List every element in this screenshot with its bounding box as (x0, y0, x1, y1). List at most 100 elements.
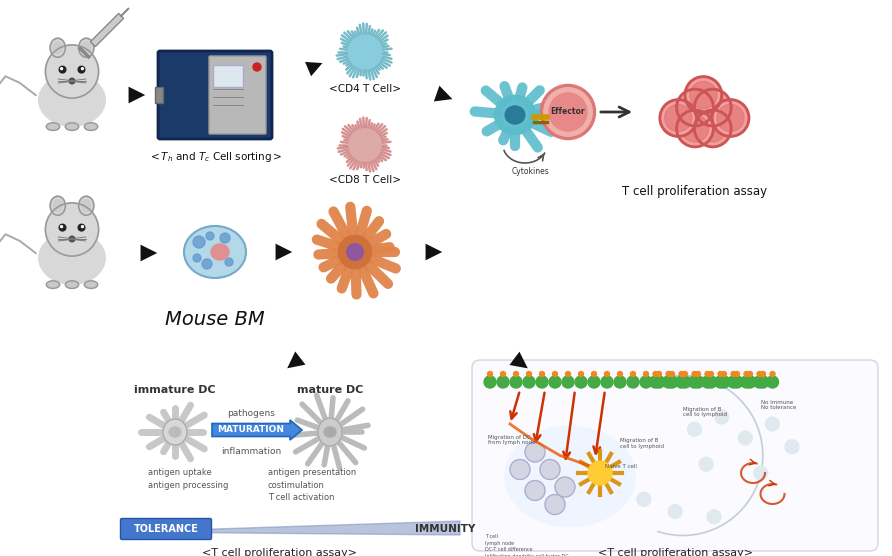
Circle shape (70, 236, 75, 242)
Circle shape (689, 376, 700, 388)
Circle shape (699, 457, 714, 471)
Ellipse shape (53, 200, 62, 212)
Circle shape (555, 477, 575, 497)
Text: antigen uptake
antigen processing: antigen uptake antigen processing (148, 468, 228, 489)
Circle shape (665, 105, 692, 132)
Circle shape (699, 115, 726, 142)
Circle shape (712, 100, 749, 136)
Circle shape (728, 376, 739, 388)
Circle shape (653, 376, 665, 388)
Text: Cytokines: Cytokines (511, 167, 549, 176)
Circle shape (349, 129, 381, 161)
Text: Effector: Effector (550, 107, 585, 117)
Circle shape (660, 100, 697, 136)
Circle shape (59, 224, 66, 231)
Circle shape (668, 504, 682, 519)
Circle shape (679, 376, 691, 388)
Circle shape (61, 226, 62, 227)
Circle shape (731, 371, 736, 376)
Text: Migration of DC
from lymph node: Migration of DC from lymph node (488, 434, 535, 445)
Circle shape (78, 224, 85, 231)
Ellipse shape (50, 38, 65, 57)
Circle shape (549, 93, 587, 131)
Ellipse shape (494, 95, 535, 135)
Ellipse shape (50, 196, 65, 215)
Circle shape (761, 371, 765, 376)
Circle shape (500, 371, 506, 376)
Circle shape (605, 371, 609, 376)
Text: Migration of B
cell to lymphoid: Migration of B cell to lymphoid (621, 438, 665, 449)
Ellipse shape (85, 123, 97, 131)
Circle shape (754, 466, 768, 480)
Circle shape (640, 376, 652, 388)
Text: inflammation: inflammation (221, 448, 281, 456)
Circle shape (541, 86, 595, 138)
Text: T cell proliferation assay: T cell proliferation assay (623, 185, 767, 198)
FancyBboxPatch shape (120, 519, 211, 539)
Text: antigen presentation
costimulation
T cell activation: antigen presentation costimulation T cel… (268, 468, 356, 502)
Ellipse shape (46, 123, 60, 131)
Text: IMMUNITY: IMMUNITY (415, 524, 475, 534)
Circle shape (78, 66, 85, 73)
Circle shape (705, 371, 710, 376)
Ellipse shape (53, 42, 62, 54)
Ellipse shape (81, 42, 91, 54)
Polygon shape (122, 521, 460, 535)
Ellipse shape (38, 232, 105, 284)
Circle shape (497, 376, 509, 388)
Circle shape (81, 226, 83, 227)
Ellipse shape (78, 38, 94, 57)
Ellipse shape (211, 244, 229, 260)
FancyBboxPatch shape (472, 360, 878, 551)
Circle shape (637, 492, 651, 507)
Ellipse shape (81, 200, 91, 212)
Ellipse shape (38, 74, 105, 126)
Circle shape (770, 371, 775, 376)
Text: TOLERANCE: TOLERANCE (134, 524, 198, 534)
Circle shape (744, 371, 749, 376)
Circle shape (484, 376, 496, 388)
FancyBboxPatch shape (158, 51, 272, 139)
Circle shape (692, 376, 704, 388)
Ellipse shape (318, 418, 342, 446)
Circle shape (670, 371, 674, 376)
Circle shape (588, 376, 600, 388)
Circle shape (757, 376, 769, 388)
Circle shape (649, 376, 662, 388)
Circle shape (696, 371, 700, 376)
Circle shape (545, 494, 565, 514)
Circle shape (681, 115, 708, 142)
Circle shape (694, 89, 731, 126)
Circle shape (617, 371, 623, 376)
Circle shape (722, 371, 726, 376)
Circle shape (601, 376, 613, 388)
Circle shape (682, 371, 688, 376)
Ellipse shape (78, 196, 94, 215)
Circle shape (688, 422, 701, 436)
Circle shape (536, 376, 548, 388)
Circle shape (488, 371, 492, 376)
Circle shape (526, 371, 532, 376)
Ellipse shape (324, 427, 336, 437)
Circle shape (59, 66, 66, 73)
Text: pathogens: pathogens (227, 409, 275, 418)
Circle shape (666, 371, 671, 376)
Circle shape (663, 376, 674, 388)
Bar (213, 65, 243, 87)
Circle shape (631, 371, 635, 376)
Circle shape (193, 254, 201, 262)
Text: <CD4 T Cell>: <CD4 T Cell> (329, 84, 401, 94)
Circle shape (348, 35, 382, 69)
Circle shape (707, 510, 721, 524)
Ellipse shape (505, 426, 635, 527)
Text: T cell
lymph node
DC-T cell difference
Infiltration dendritic cell factor DC
Eff: T cell lymph node DC-T cell difference I… (485, 534, 568, 556)
Circle shape (675, 376, 688, 388)
Circle shape (744, 376, 756, 388)
Circle shape (785, 440, 799, 454)
Circle shape (206, 232, 214, 240)
Circle shape (81, 68, 83, 70)
Circle shape (552, 371, 558, 376)
Circle shape (657, 371, 662, 376)
Circle shape (677, 89, 714, 126)
Circle shape (70, 78, 75, 84)
